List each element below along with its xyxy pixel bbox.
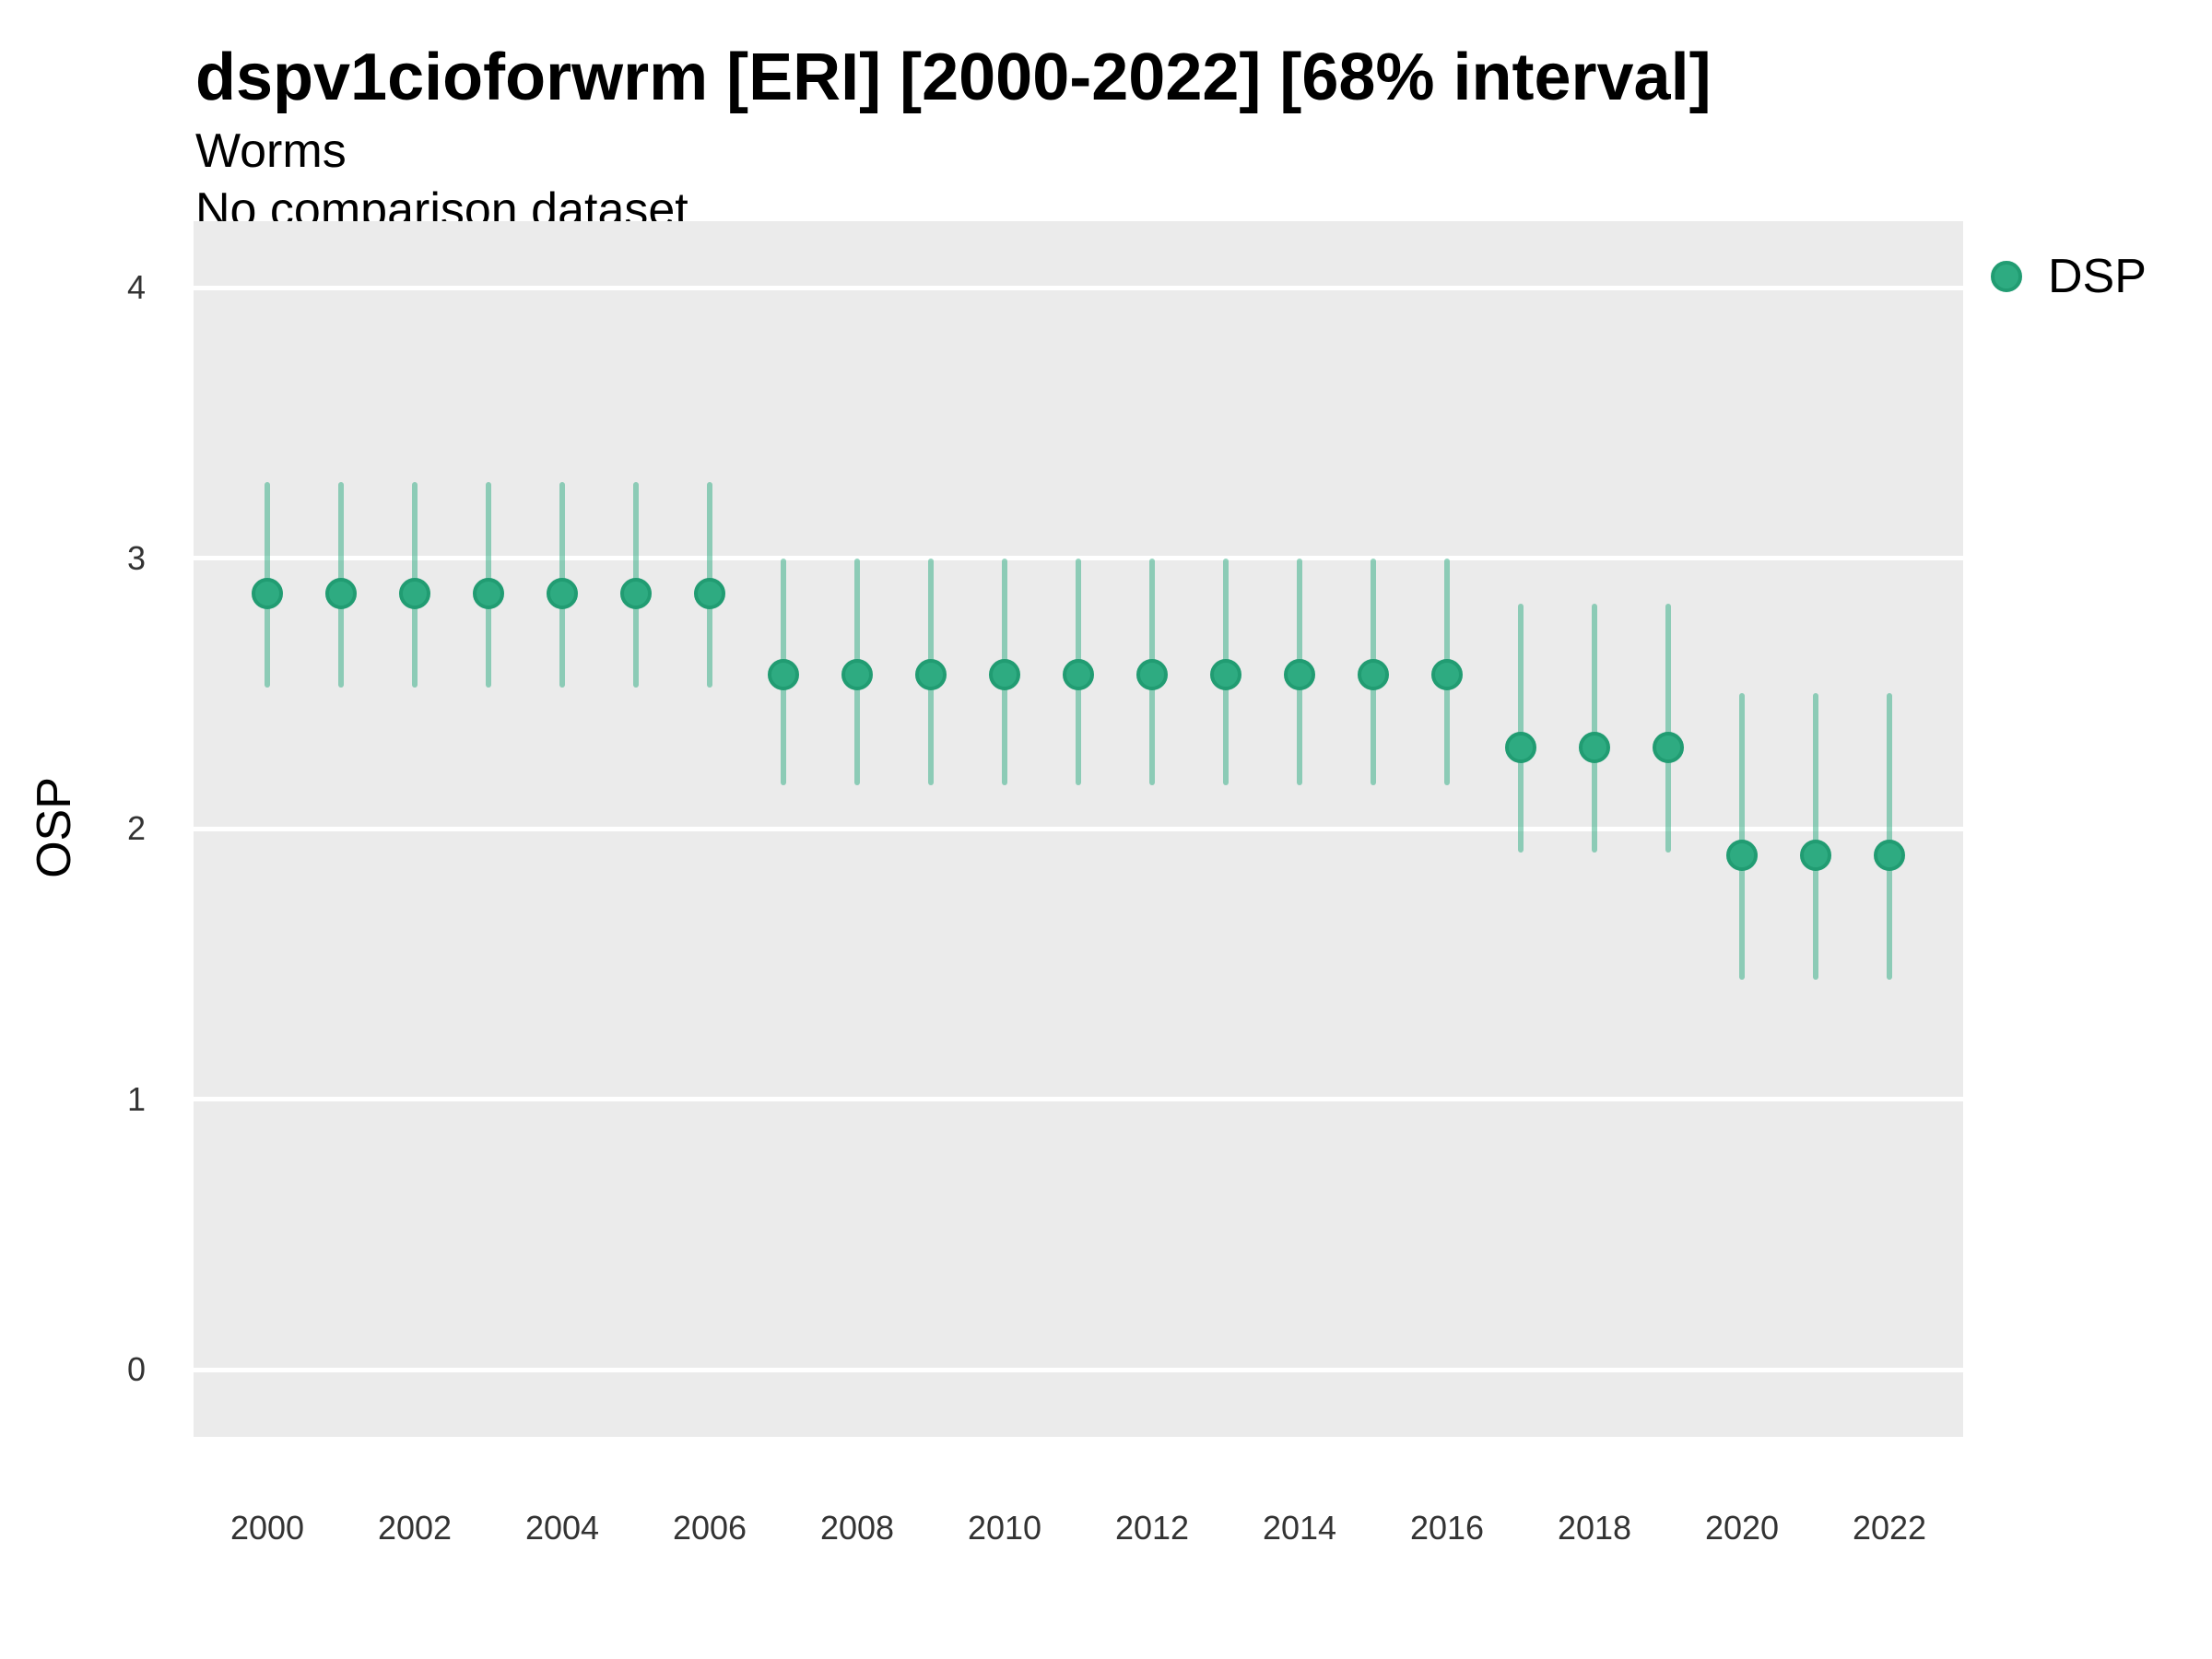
point-marker-2013: [1210, 658, 1241, 690]
point-marker-2020: [1726, 840, 1758, 872]
x-tick-label-2010: 2010: [967, 1509, 1042, 1547]
point-marker-2011: [1063, 658, 1094, 690]
point-marker-2016: [1431, 658, 1463, 690]
point-marker-2001: [325, 577, 357, 609]
x-tick-label-2000: 2000: [229, 1509, 305, 1547]
point-marker-2006: [694, 577, 725, 609]
y-tick-label-3: 3: [126, 538, 146, 577]
gridline-y-4: [194, 285, 1963, 290]
interval-bar-2017: [1518, 604, 1524, 853]
gridline-y-0: [194, 1367, 1963, 1372]
point-marker-2018: [1579, 731, 1610, 763]
point-marker-2012: [1136, 658, 1168, 690]
point-marker-2019: [1653, 731, 1684, 763]
legend: DSP: [1991, 245, 2147, 308]
gridline-y-2: [194, 826, 1963, 831]
point-marker-2000: [252, 577, 283, 609]
chart-subtitle: Worms: [195, 124, 347, 178]
x-tick-label-2012: 2012: [1114, 1509, 1190, 1547]
chart-title: dspv1cioforwrm [ERI] [2000-2022] [68% in…: [195, 41, 1712, 114]
point-marker-2002: [399, 577, 430, 609]
x-tick-label-2020: 2020: [1704, 1509, 1780, 1547]
point-marker-2010: [989, 658, 1020, 690]
plot-panel: [194, 221, 1963, 1437]
point-marker-2017: [1505, 731, 1536, 763]
interval-bar-2021: [1813, 693, 1818, 981]
point-marker-2004: [547, 577, 578, 609]
y-tick-label-4: 4: [126, 268, 146, 306]
x-tick-label-2006: 2006: [672, 1509, 747, 1547]
point-marker-2022: [1874, 840, 1905, 872]
point-marker-2015: [1358, 658, 1389, 690]
point-marker-2008: [841, 658, 873, 690]
interval-bar-2018: [1592, 604, 1597, 853]
gridline-y-1: [194, 1097, 1963, 1101]
point-marker-2003: [473, 577, 504, 609]
point-marker-2009: [915, 658, 947, 690]
x-tick-label-2018: 2018: [1557, 1509, 1632, 1547]
point-marker-2007: [768, 658, 799, 690]
y-tick-label-2: 2: [126, 809, 146, 847]
interval-bar-2022: [1887, 693, 1892, 981]
point-marker-2014: [1284, 658, 1315, 690]
x-tick-label-2014: 2014: [1262, 1509, 1337, 1547]
x-tick-label-2008: 2008: [819, 1509, 895, 1547]
point-marker-2005: [620, 577, 652, 609]
legend-point-icon: [1991, 261, 2022, 292]
point-marker-2021: [1800, 840, 1831, 872]
x-tick-label-2022: 2022: [1852, 1509, 1927, 1547]
interval-bar-2019: [1665, 604, 1671, 853]
y-tick-label-0: 0: [126, 1350, 146, 1388]
interval-bar-2020: [1739, 693, 1745, 981]
y-tick-label-1: 1: [126, 1079, 146, 1118]
x-tick-label-2016: 2016: [1409, 1509, 1485, 1547]
x-tick-label-2002: 2002: [377, 1509, 453, 1547]
legend-label: DSP: [2048, 250, 2147, 303]
x-tick-label-2004: 2004: [524, 1509, 600, 1547]
